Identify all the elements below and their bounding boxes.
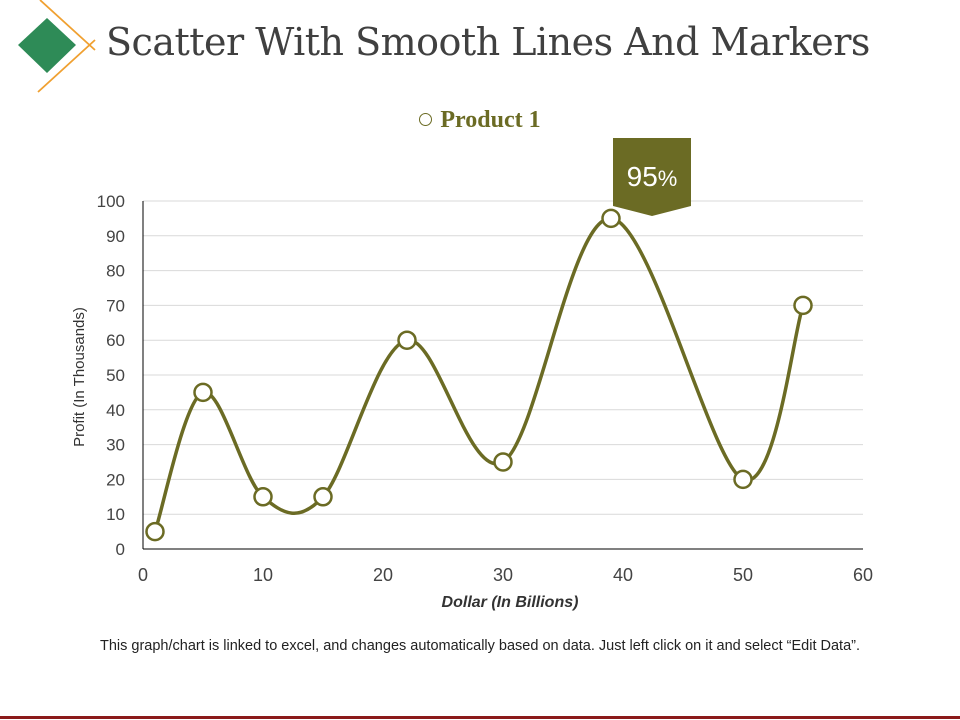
- chart-footnote: This graph/chart is linked to excel, and…: [99, 638, 861, 654]
- data-point-marker: [733, 469, 753, 490]
- data-point-marker: [193, 382, 213, 403]
- x-tick-label: 10: [253, 565, 273, 585]
- y-tick-label: 0: [116, 540, 125, 559]
- logo-line-upper: [39, 0, 96, 51]
- y-tick-label: 10: [106, 505, 125, 524]
- logo-line-lower: [37, 39, 96, 93]
- data-point-marker: [313, 487, 333, 507]
- legend-label: Product 1: [440, 107, 541, 133]
- logo-diamond: [18, 18, 76, 73]
- y-tick-label: 70: [106, 296, 125, 315]
- callout-banner: [613, 138, 691, 216]
- data-point-marker: [253, 487, 273, 507]
- y-tick-label: 80: [106, 262, 125, 281]
- x-tick-label: 60: [853, 565, 873, 585]
- chart-legend: Product 1: [0, 107, 960, 134]
- data-point-marker: [397, 330, 417, 350]
- x-tick-label: 0: [138, 565, 148, 585]
- y-axis-title: Profit (In Thousands): [71, 307, 88, 447]
- callout-label: 95%: [627, 161, 678, 192]
- logo-icon: [18, 0, 96, 93]
- data-point-marker: [793, 295, 813, 316]
- callout-number: 95: [627, 161, 658, 192]
- x-tick-label: 20: [373, 565, 393, 585]
- data-point-marker: [145, 521, 165, 542]
- y-tick-label: 30: [106, 436, 125, 455]
- y-tick-label: 50: [106, 366, 125, 385]
- x-tick-label: 30: [493, 565, 513, 585]
- legend-marker-icon: [419, 112, 433, 126]
- data-point-marker: [601, 208, 621, 229]
- callout-unit: %: [658, 166, 678, 191]
- x-tick-label: 40: [613, 565, 633, 585]
- y-tick-label: 100: [97, 192, 125, 211]
- y-tick-label: 40: [106, 401, 125, 420]
- x-axis-title: Dollar (In Billions): [442, 594, 579, 611]
- y-tick-label: 60: [106, 331, 125, 350]
- series-line: [153, 216, 805, 533]
- y-tick-label: 20: [106, 470, 125, 489]
- data-point-marker: [493, 452, 513, 472]
- slide-title: Scatter With Smooth Lines And Markers: [106, 20, 870, 64]
- y-tick-label: 90: [106, 227, 125, 246]
- bottom-rule: [0, 716, 960, 719]
- x-tick-label: 50: [733, 565, 753, 585]
